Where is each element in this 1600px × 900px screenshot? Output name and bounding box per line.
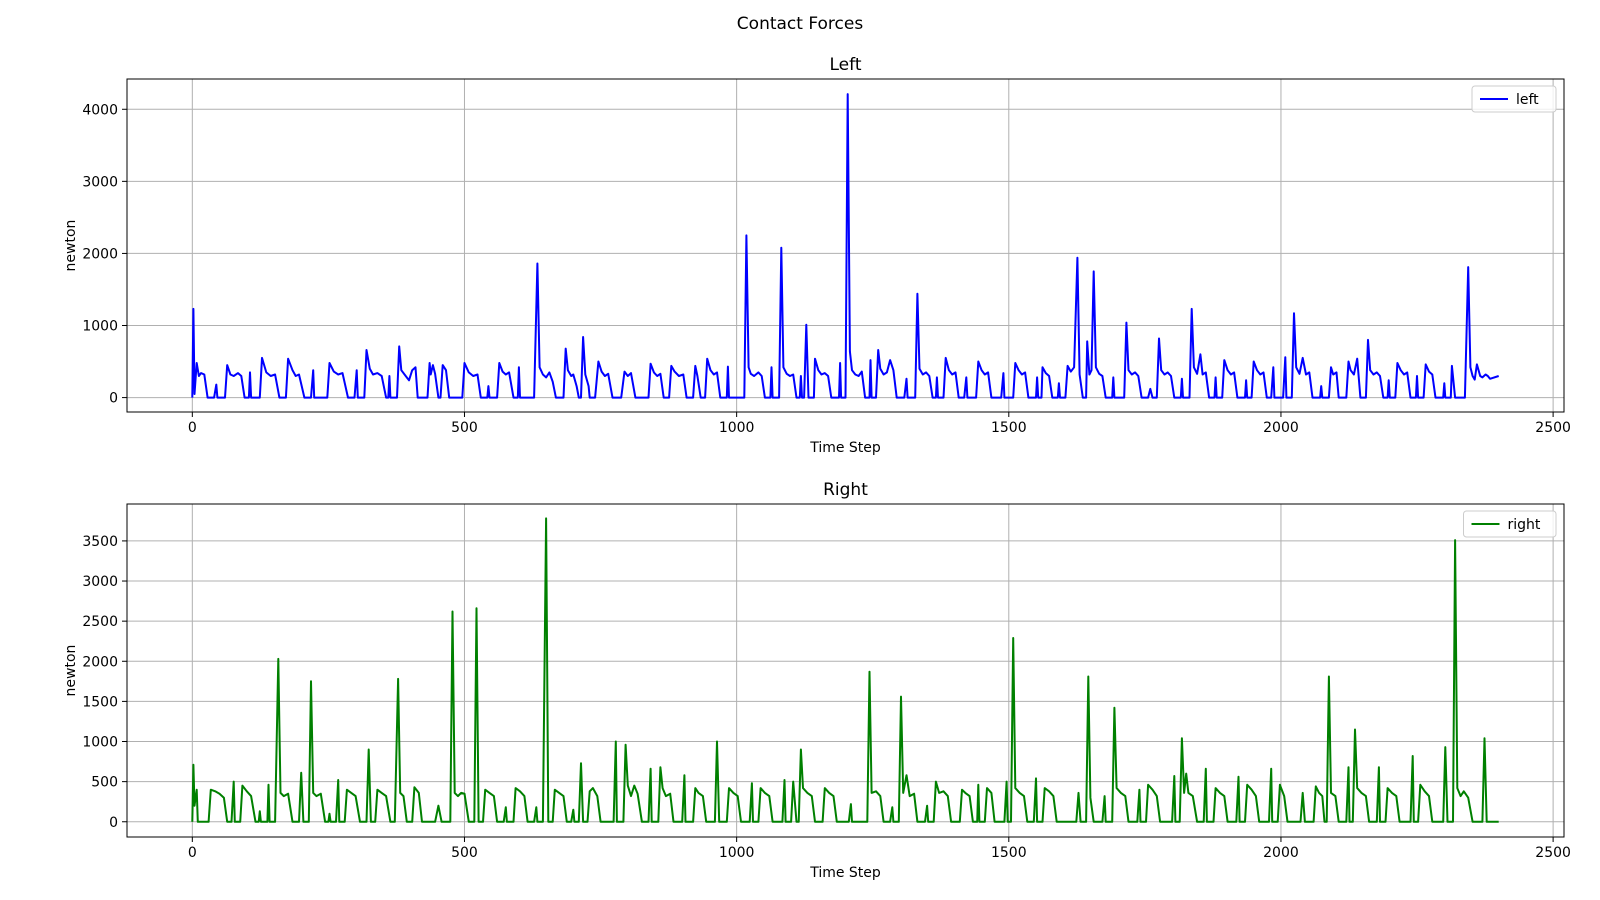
chart-1-series-left-line xyxy=(191,93,1500,399)
chart-2-y-tick-label: 0 xyxy=(109,815,118,831)
chart-2-y-tick-label: 1000 xyxy=(82,735,118,751)
chart-1-y-tick-label: 3000 xyxy=(82,174,118,190)
chart-2-x-tick-label: 2500 xyxy=(1535,845,1571,861)
figure-title: Contact Forces xyxy=(736,14,864,34)
chart-1-y-axis-label: newton xyxy=(63,220,79,272)
chart-2-x-tick-label: 1500 xyxy=(991,845,1027,861)
chart-1-x-tick-label: 1000 xyxy=(719,420,755,436)
chart-2-series-right-line xyxy=(191,517,1499,823)
chart-2-title: Right xyxy=(823,480,868,500)
chart-1-title: Left xyxy=(830,55,862,75)
chart-2-y-tick-label: 3500 xyxy=(82,534,118,550)
chart-2-legend-label-right: right xyxy=(1508,517,1541,533)
chart-2-x-tick-label: 2000 xyxy=(1263,845,1299,861)
chart-1-x-tick-label: 500 xyxy=(451,420,478,436)
chart-1-x-tick-label: 1500 xyxy=(991,420,1027,436)
chart-1-y-tick-label: 2000 xyxy=(82,246,118,262)
chart-2-y-tick-label: 2500 xyxy=(82,614,118,630)
chart-2-y-axis-label: newton xyxy=(63,645,79,697)
chart-2-x-tick-label: 500 xyxy=(451,845,478,861)
chart-1-y-tick-label: 1000 xyxy=(82,319,118,335)
chart-1-axes-frame xyxy=(126,78,1565,413)
chart-1-x-tick-label: 0 xyxy=(188,420,197,436)
chart-1-x-axis-label: Time Step xyxy=(809,440,881,456)
chart-1-x-tick-label: 2000 xyxy=(1263,420,1299,436)
chart-2-x-tick-label: 0 xyxy=(188,845,197,861)
chart-1-x-tick-label: 2500 xyxy=(1535,420,1571,436)
chart-2-y-tick-label: 500 xyxy=(91,775,118,791)
chart-2-y-tick-label: 3000 xyxy=(82,574,118,590)
chart-2-x-axis-label: Time Step xyxy=(809,865,881,881)
chart-2-x-tick-label: 1000 xyxy=(719,845,755,861)
chart-2-y-tick-label: 2000 xyxy=(82,654,118,670)
chart-2-y-tick-label: 1500 xyxy=(82,694,118,710)
chart-1-y-tick-label: 4000 xyxy=(82,102,118,118)
chart-2-legend-box xyxy=(1463,510,1557,538)
chart-1-legend-label-left: left xyxy=(1516,92,1539,108)
chart-1-y-tick-label: 0 xyxy=(109,391,118,407)
chart-1-legend-box xyxy=(1471,85,1557,113)
chart-2-axes-frame xyxy=(126,503,1565,838)
